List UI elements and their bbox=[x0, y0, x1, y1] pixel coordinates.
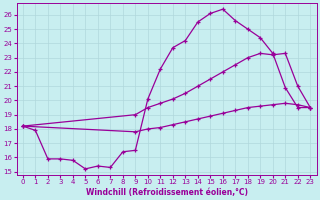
X-axis label: Windchill (Refroidissement éolien,°C): Windchill (Refroidissement éolien,°C) bbox=[85, 188, 248, 197]
